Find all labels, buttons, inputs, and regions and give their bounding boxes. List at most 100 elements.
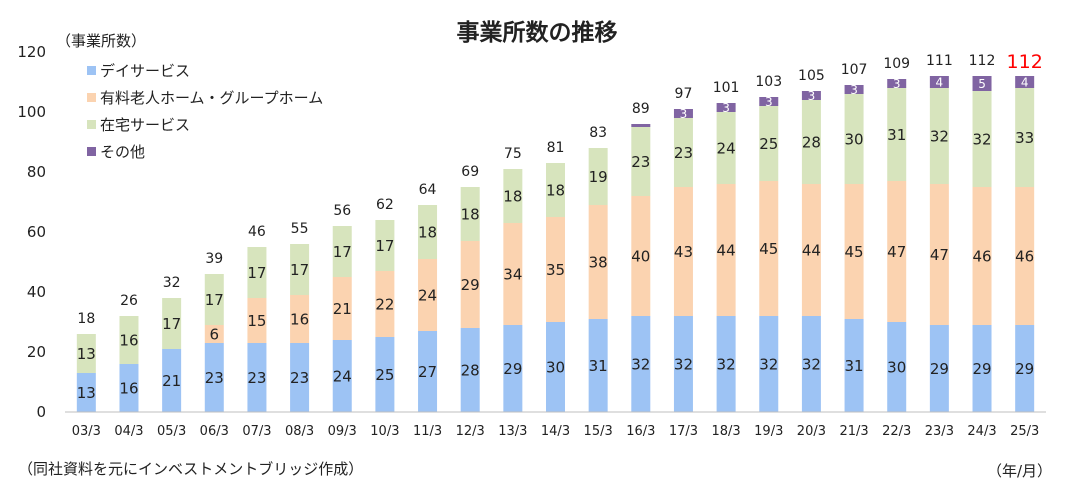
x-tick-label: 10/3 [370, 424, 399, 439]
segment-label: 18 [461, 205, 480, 223]
bar-segment [418, 259, 438, 331]
segment-label: 18 [418, 223, 437, 241]
x-tick-label: 23/3 [925, 424, 954, 439]
bar-segment [588, 205, 608, 319]
segment-label: 45 [845, 243, 864, 261]
bar-segment [247, 343, 267, 412]
segment-label: 47 [930, 246, 949, 264]
segment-label: 21 [162, 372, 181, 390]
bar-segment [332, 277, 352, 340]
bar-segment [460, 328, 480, 412]
y-tick-label: 40 [27, 283, 46, 301]
bar-segment [162, 298, 182, 349]
source-note: （同社資料を元にインベストメントブリッジ作成） [18, 460, 363, 478]
total-label: 64 [419, 182, 437, 198]
chart-title: 事業所数の推移 [457, 19, 618, 46]
bar-segment [1015, 187, 1035, 325]
segment-label: 18 [503, 187, 522, 205]
segment-label: 3 [893, 77, 901, 91]
bar-segment [375, 337, 395, 412]
segment-label: 4 [936, 75, 944, 89]
y-tick-label: 0 [36, 403, 46, 421]
x-tick-label: 08/3 [285, 424, 314, 439]
segment-label: 3 [850, 83, 858, 97]
bar-segment [162, 349, 182, 412]
x-tick-label: 03/3 [72, 424, 101, 439]
bar-segment [631, 124, 651, 127]
total-label: 89 [632, 101, 650, 117]
segment-label: 32 [930, 127, 949, 145]
axes: 03/3 04/3 05/3 06/3 07/3 08/3 09/3 10/3 11/3 12/3… [65, 411, 1046, 439]
total-label: 83 [589, 125, 607, 141]
segment-label: 29 [461, 276, 480, 294]
bar-segment [972, 91, 992, 187]
total-label: 18 [77, 311, 95, 327]
total-label: 107 [841, 62, 868, 78]
segment-label: 38 [589, 253, 608, 271]
bar-segment [76, 373, 96, 412]
bar-segment [844, 184, 864, 319]
total-label: 69 [461, 164, 479, 180]
bar-segment [801, 91, 821, 100]
x-tick-label: 13/3 [498, 424, 527, 439]
bar-segment [546, 163, 565, 217]
bar-segment [1015, 325, 1035, 412]
segment-label: 31 [887, 126, 906, 144]
segment-label: 3 [722, 101, 730, 115]
segment-label: 32 [631, 355, 650, 373]
legend-swatch [87, 93, 96, 102]
segment-label: 30 [845, 130, 864, 148]
segment-label: 33 [1015, 129, 1034, 147]
segment-label: 17 [333, 243, 352, 261]
total-label: 103 [755, 74, 782, 90]
total-label: 101 [713, 80, 740, 96]
segment-label: 47 [887, 243, 906, 261]
segment-label: 30 [887, 358, 906, 376]
bar-segment [844, 94, 864, 184]
bar-segment [460, 241, 480, 328]
bar-segment [332, 226, 352, 277]
bar-segment [290, 295, 310, 343]
total-label: 32 [163, 275, 181, 291]
data-labels: 1313181616262117322361739231517462316175… [77, 51, 1043, 402]
bar-segment [673, 109, 693, 118]
bar-segment [844, 85, 864, 94]
bar-segment [801, 316, 821, 412]
y-tick-label: 80 [27, 163, 46, 181]
total-label: 46 [248, 224, 266, 240]
segment-label: 17 [205, 291, 224, 309]
segment-label: 29 [930, 360, 949, 378]
bar-segment [1015, 88, 1035, 187]
bar-segment [972, 187, 992, 325]
segment-label: 46 [1015, 247, 1034, 265]
total-label: 55 [291, 221, 309, 237]
total-label: 105 [798, 68, 825, 84]
bar-segment [418, 205, 438, 259]
segment-label: 32 [759, 355, 778, 373]
segment-label: 31 [845, 357, 864, 375]
bar-segment [887, 79, 907, 88]
segment-label: 4 [1021, 75, 1029, 89]
bar-segment [204, 343, 224, 412]
segment-label: 44 [717, 241, 736, 259]
segment-label: 16 [119, 331, 138, 349]
segment-label: 3 [808, 89, 816, 103]
x-tick-label: 21/3 [839, 424, 868, 439]
segment-label: 24 [333, 367, 352, 385]
x-tick-label: 25/3 [1010, 424, 1039, 439]
bar-segment [503, 325, 523, 412]
bar-segment [759, 316, 779, 412]
segment-label: 40 [631, 247, 650, 265]
segment-label: 22 [375, 295, 394, 313]
segment-label: 29 [503, 360, 522, 378]
legend-swatch [87, 66, 96, 75]
bar-segment [546, 322, 565, 412]
bar-segment [204, 274, 224, 325]
segment-label: 13 [77, 345, 96, 363]
x-tick-label: 22/3 [882, 424, 911, 439]
total-label: 26 [120, 293, 138, 309]
segment-label: 16 [290, 310, 309, 328]
segment-label: 29 [972, 360, 991, 378]
segment-label: 32 [717, 355, 736, 373]
